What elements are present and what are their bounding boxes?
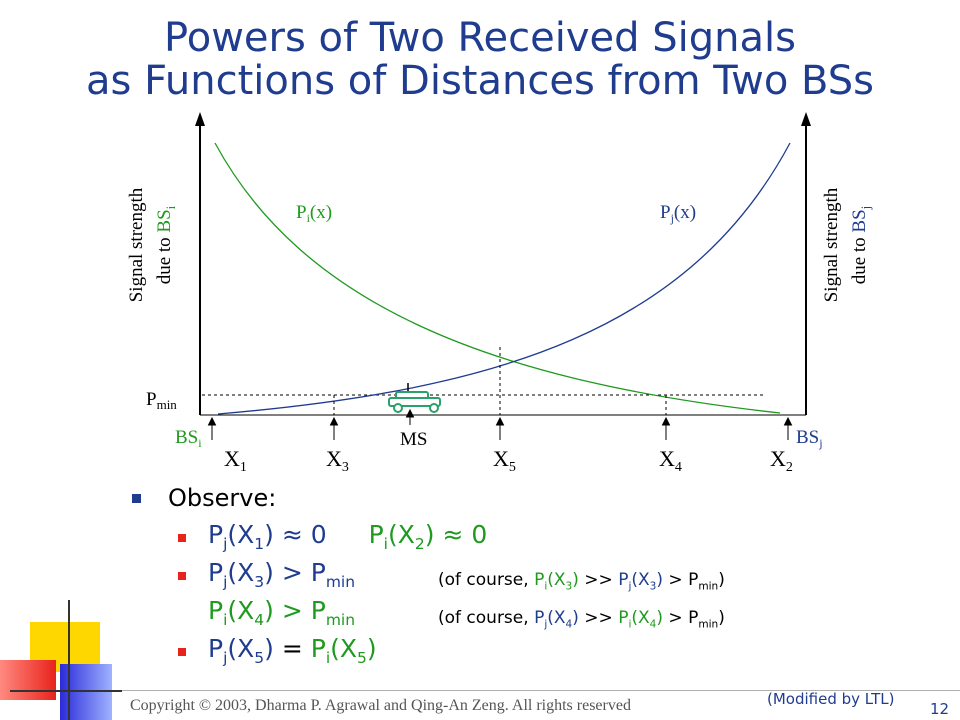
right-axis-label: Signal strength due to BSj bbox=[821, 187, 873, 302]
deco-horizontal-line bbox=[10, 690, 122, 692]
footer-divider bbox=[122, 690, 960, 691]
observe-line-2: Pj(X3) > Pmin bbox=[208, 558, 356, 591]
signal-strength-diagram: Signal strength due to BSi Signal streng… bbox=[126, 112, 873, 475]
arrow-ms-head bbox=[405, 408, 415, 418]
right-axis-label-sub: j bbox=[858, 206, 873, 211]
x4-label: X4 bbox=[659, 446, 682, 475]
copyright-text: Copyright © 2003, Dharma P. Agrawal and … bbox=[130, 697, 631, 714]
car-icon bbox=[388, 383, 441, 413]
ms-label: MS bbox=[400, 429, 427, 450]
x1-label: X1 bbox=[224, 446, 247, 475]
observe-line-3-note: (of course, Pj(X4) >> Pi(X4) > Pmin) bbox=[438, 608, 725, 631]
bullet-red-4 bbox=[178, 648, 186, 656]
deco-red-block bbox=[0, 660, 56, 700]
left-axis-label-line-2: due to BSi bbox=[154, 205, 178, 284]
x5-label: X5 bbox=[493, 446, 516, 475]
deco-vertical-line bbox=[68, 600, 70, 720]
observe-line-3: Pi(X4) > Pmin bbox=[208, 596, 356, 629]
curve-pi bbox=[214, 142, 781, 414]
arrow-bsi-head bbox=[207, 416, 217, 426]
slide-title-line-1: Powers of Two Received Signals bbox=[164, 15, 796, 61]
slide-title-line-2: as Functions of Distances from Two BSs bbox=[86, 58, 874, 104]
left-axis-label-sub: i bbox=[163, 205, 178, 209]
bullet-red-1 bbox=[178, 534, 186, 542]
observe-heading: Observe: bbox=[168, 484, 277, 512]
pmin-label: Pmin bbox=[146, 389, 177, 412]
curve-pi-label: Pi(x) bbox=[296, 202, 332, 225]
bullet-square bbox=[132, 494, 141, 503]
page-number: 12 bbox=[930, 700, 950, 718]
right-axis-arrow bbox=[801, 112, 811, 126]
bs-j-label: BSj bbox=[796, 427, 823, 450]
right-axis-label-line-1: Signal strength bbox=[821, 187, 842, 302]
observe-line-4: Pj(X5) = Pi(X5) bbox=[208, 634, 377, 667]
bullet-red-2 bbox=[178, 572, 186, 580]
modified-note: (Modified by LTL) bbox=[767, 690, 895, 708]
arrow-x5-head bbox=[495, 416, 505, 426]
observe-line-2-note: (of course, Pi(X3) >> Pj(X3) > Pmin) bbox=[438, 570, 725, 593]
arrow-bsj-head bbox=[783, 416, 793, 426]
left-axis-arrow bbox=[195, 112, 205, 126]
bs-i-label: BSi bbox=[175, 427, 202, 450]
left-axis-label-prefix: due to bbox=[154, 233, 175, 285]
x3-label: X3 bbox=[326, 446, 349, 475]
arrow-x3-head bbox=[329, 416, 339, 426]
left-axis-label-line-1: Signal strength bbox=[126, 187, 147, 302]
curve-pj bbox=[217, 142, 791, 415]
left-axis-label-bs: BS bbox=[154, 209, 175, 232]
observe-line-1: Pj(X1) ≈ 0 Pi(X2) ≈ 0 bbox=[208, 520, 488, 553]
left-axis-label: Signal strength due to BSi bbox=[126, 187, 178, 302]
right-axis-label-line-2: due to BSj bbox=[849, 206, 873, 285]
x2-label: X2 bbox=[770, 446, 793, 475]
right-axis-label-prefix: due to bbox=[849, 233, 870, 285]
arrow-x4-head bbox=[661, 416, 671, 426]
right-axis-label-bs: BS bbox=[849, 209, 870, 232]
curve-pj-label: Pj(x) bbox=[660, 202, 696, 225]
